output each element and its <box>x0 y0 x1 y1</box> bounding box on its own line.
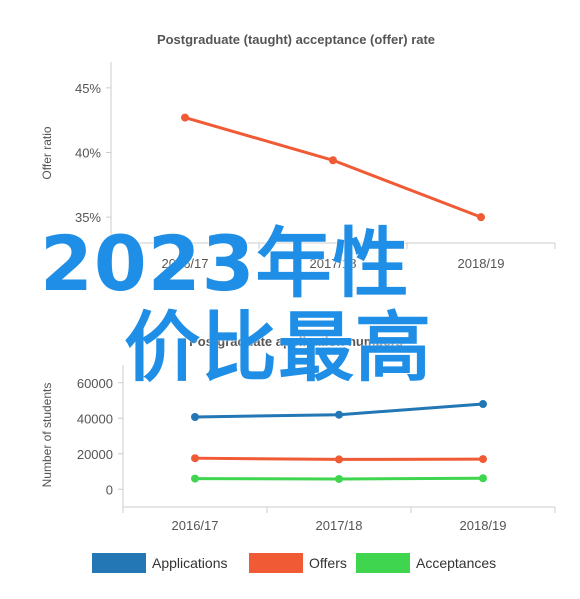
legend-swatch-2 <box>356 553 410 573</box>
overlay-text-line1: 2023年性 <box>40 219 410 308</box>
chart1-series-line-0 <box>184 116 482 219</box>
chart2-series-2-point <box>479 474 487 483</box>
chart2-series-0-point <box>191 413 199 422</box>
chart1-series-0-point <box>181 113 189 122</box>
chart1-x-tick-label: 2018/19 <box>458 256 505 271</box>
chart2-title: Postgraduate application numbers <box>189 334 403 349</box>
chart2-series-2-point <box>191 474 199 483</box>
chart1-plot: 35% 40% 45% 2016/17 2017/18 2018/19 <box>75 62 556 271</box>
chart1-y-tick-label: 45% <box>75 81 101 96</box>
chart1-x-tick-label: 2017/18 <box>310 256 357 271</box>
chart2-y-axis-title: Number of students <box>40 383 54 488</box>
chart1-y-axis-title: Offer ratio <box>40 126 54 179</box>
legend-label-1: Offers <box>309 555 347 571</box>
overlay-text-line2: 价比最高 <box>124 303 432 392</box>
chart2-x-tick-label: 2018/19 <box>460 518 507 533</box>
chart2-series-1-point <box>335 455 343 464</box>
chart2-x-tick-label: 2016/17 <box>172 518 219 533</box>
chart2-plot: 0 20000 40000 60000 2016/17 2017/18 2018/19 <box>77 365 556 533</box>
legend-swatch-0 <box>92 553 146 573</box>
chart1-title: Postgraduate (taught) acceptance (offer)… <box>157 32 435 47</box>
chart2-series-1-point <box>479 455 487 464</box>
chart2-series-0-point <box>335 410 343 419</box>
chart2-y-tick-label: 60000 <box>77 376 113 391</box>
chart2-legend: Applications Offers Acceptances <box>92 553 496 573</box>
legend-label-0: Applications <box>152 555 228 571</box>
chart2-x-tick-label: 2017/18 <box>316 518 363 533</box>
chart1-series-0-point <box>477 213 485 222</box>
legend-swatch-1 <box>249 553 303 573</box>
chart2-y-tick-label: 40000 <box>77 411 113 426</box>
chart1-x-tick-label: 2016/17 <box>162 256 209 271</box>
chart2-y-tick-label: 0 <box>106 482 113 497</box>
chart2-series-1-point <box>191 454 199 463</box>
chart1-series-0-point <box>329 156 337 165</box>
legend-label-2: Acceptances <box>416 555 496 571</box>
chart2-y-tick-label: 20000 <box>77 447 113 462</box>
chart1-y-tick-label: 35% <box>75 210 101 225</box>
chart2-series-0-point <box>479 400 487 409</box>
chart2-series-2-point <box>335 474 343 483</box>
chart1-y-tick-label: 40% <box>75 146 101 161</box>
